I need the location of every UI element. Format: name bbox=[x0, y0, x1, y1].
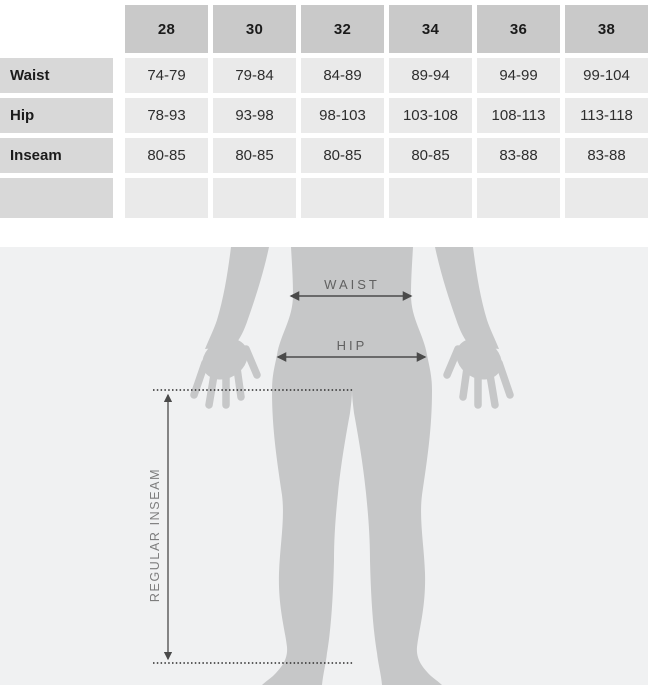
table-corner-cell bbox=[0, 5, 120, 53]
inseam-value-cell: 80-85 bbox=[389, 138, 472, 173]
empty-row-cell bbox=[125, 178, 208, 218]
inseam-value-cell: 80-85 bbox=[301, 138, 384, 173]
column-header-30: 30 bbox=[213, 5, 296, 53]
waist-value-cell: 94-99 bbox=[477, 58, 560, 93]
inseam-value-cell: 83-88 bbox=[565, 138, 648, 173]
column-header-36: 36 bbox=[477, 5, 560, 53]
hip-value-cell: 108-113 bbox=[477, 98, 560, 133]
inseam-value-cell: 83-88 bbox=[477, 138, 560, 173]
inseam-value-cell: 80-85 bbox=[213, 138, 296, 173]
regular-inseam-label: REGULAR INSEAM bbox=[148, 468, 162, 602]
body-diagram-svg: WAIST HIP REGULAR INSEAM bbox=[0, 247, 648, 685]
row-label-inseam: Inseam bbox=[0, 138, 113, 173]
empty-row-label-cell bbox=[0, 178, 113, 218]
column-header-28: 28 bbox=[125, 5, 208, 53]
hip-value-cell: 98-103 bbox=[301, 98, 384, 133]
empty-row-cell bbox=[477, 178, 560, 218]
waist-value-cell: 74-79 bbox=[125, 58, 208, 93]
hip-value-cell: 78-93 bbox=[125, 98, 208, 133]
hip-value-cell: 103-108 bbox=[389, 98, 472, 133]
waist-value-cell: 99-104 bbox=[565, 58, 648, 93]
inseam-value-cell: 80-85 bbox=[125, 138, 208, 173]
row-label-hip: Hip bbox=[0, 98, 113, 133]
hip-value-cell: 93-98 bbox=[213, 98, 296, 133]
empty-row-cell bbox=[301, 178, 384, 218]
column-header-38: 38 bbox=[565, 5, 648, 53]
size-chart-table: 28 30 32 34 36 38 Waist 74-79 79-84 84-8… bbox=[0, 5, 648, 218]
row-label-waist: Waist bbox=[0, 58, 113, 93]
waist-value-cell: 84-89 bbox=[301, 58, 384, 93]
empty-row-cell bbox=[565, 178, 648, 218]
waist-value-cell: 89-94 bbox=[389, 58, 472, 93]
measurement-diagram: WAIST HIP REGULAR INSEAM bbox=[0, 247, 648, 685]
hip-value-cell: 113-118 bbox=[565, 98, 648, 133]
empty-row-cell bbox=[213, 178, 296, 218]
waist-label: WAIST bbox=[324, 277, 380, 292]
column-header-34: 34 bbox=[389, 5, 472, 53]
waist-value-cell: 79-84 bbox=[213, 58, 296, 93]
column-header-32: 32 bbox=[301, 5, 384, 53]
hip-label: HIP bbox=[337, 338, 368, 353]
empty-row-cell bbox=[389, 178, 472, 218]
